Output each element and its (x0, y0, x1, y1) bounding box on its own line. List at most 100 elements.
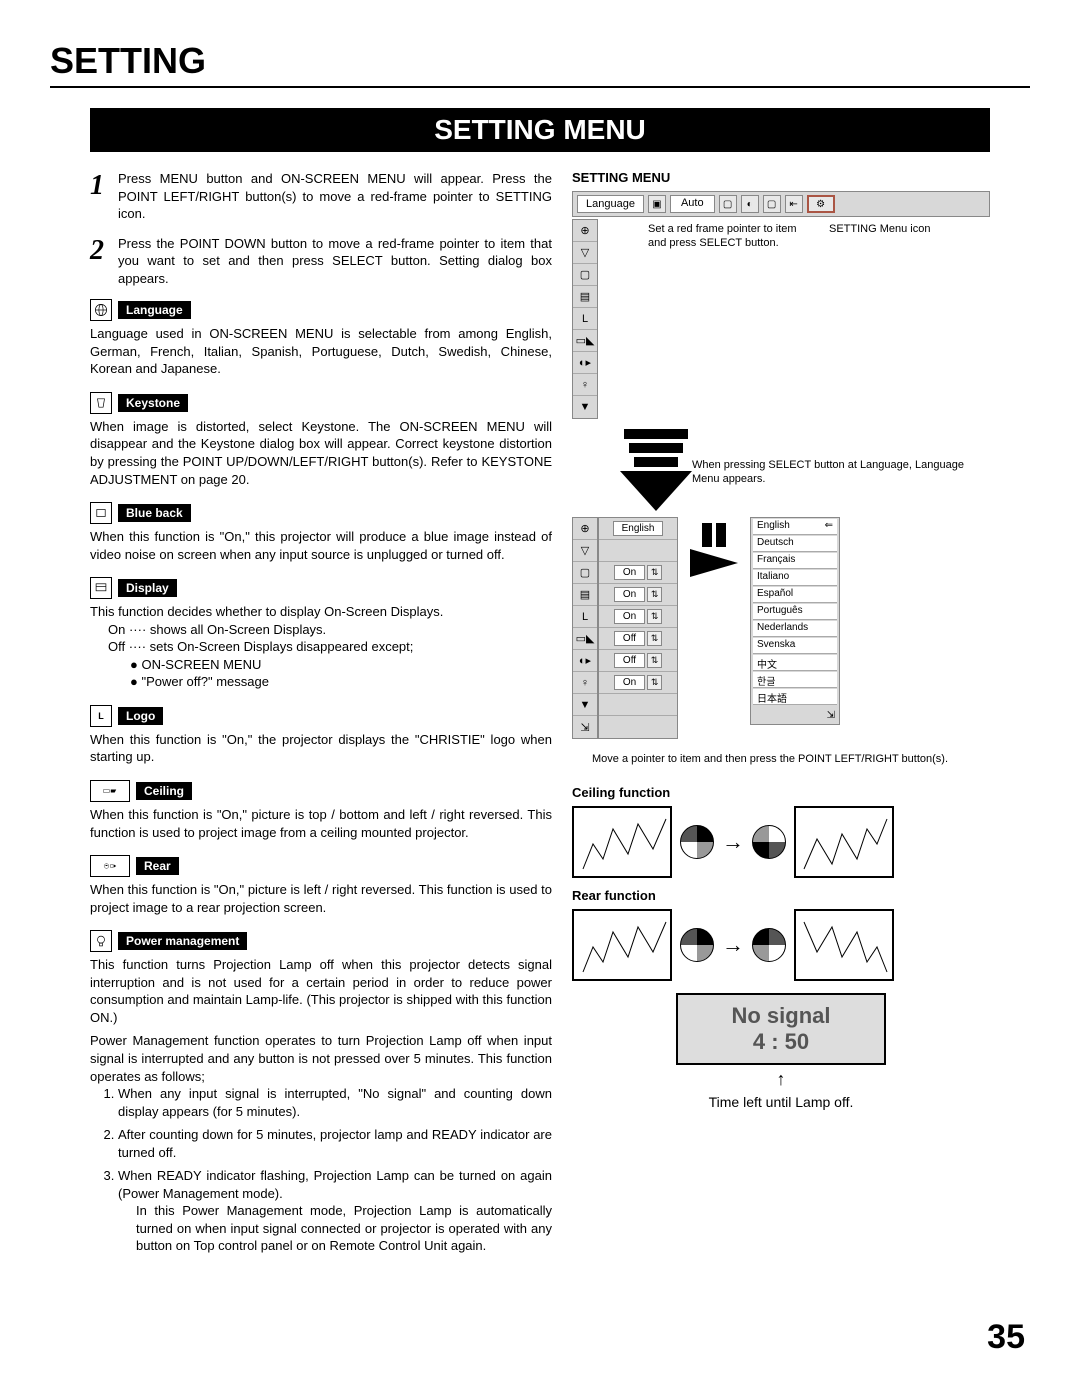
rear-function-row: → (572, 909, 990, 981)
up-arrow-icon: ↑ (572, 1069, 990, 1090)
section-body: When this function is "On," picture is t… (90, 806, 552, 841)
logo-icon: L (90, 705, 112, 727)
opt-on[interactable]: On (614, 565, 645, 580)
right-column: SETTING MENU Language ▣ Auto ▢ ◐ ▢ ⇤ ⚙ ⊕… (572, 170, 990, 1269)
right-title: SETTING MENU (572, 170, 990, 185)
opt-off[interactable]: Off (614, 653, 645, 668)
toggle-icon[interactable]: ⇅ (647, 631, 662, 646)
blueback-icon[interactable]: ▢ (573, 264, 597, 286)
ceiling-icon[interactable]: ▭◣ (573, 330, 597, 352)
display-icon[interactable]: ▤ (573, 584, 597, 606)
menu-icon[interactable]: ⇤ (785, 195, 803, 213)
section-blueback: Blue back When this function is "On," th… (90, 502, 552, 563)
right-arrow-icon (690, 549, 738, 577)
keystone-icon[interactable]: ▽ (573, 540, 597, 562)
section-body: When this function is "On," picture is l… (90, 881, 552, 916)
banner: SETTING MENU (90, 108, 990, 152)
globe-icon[interactable]: ⊕ (573, 518, 597, 540)
section-body: This function decides whether to display… (90, 603, 552, 621)
section-body: When image is distorted, select Keystone… (90, 418, 552, 488)
opt-english[interactable]: English (613, 521, 664, 536)
display-icon[interactable]: ▤ (573, 286, 597, 308)
language-item[interactable]: Français (753, 553, 837, 569)
section-label: Language (118, 301, 191, 319)
section-body: Power Management function operates to tu… (90, 1032, 552, 1085)
list-item: After counting down for 5 minutes, proje… (118, 1126, 552, 1161)
keystone-icon (90, 392, 112, 414)
section-power: Power management This function turns Pro… (90, 930, 552, 1255)
display-on: On ···· shows all On-Screen Displays. (108, 621, 552, 639)
blueback-icon[interactable]: ▢ (573, 562, 597, 584)
language-item[interactable]: Deutsch (753, 536, 837, 552)
menu-icon[interactable]: ▢ (763, 195, 781, 213)
ceiling-icon (90, 780, 130, 802)
logo-icon[interactable]: L (573, 308, 597, 330)
down-icon[interactable]: ▼ (573, 694, 597, 716)
page-title: SETTING (50, 40, 1030, 82)
keystone-icon[interactable]: ▽ (573, 242, 597, 264)
language-item[interactable]: 中文 (753, 655, 837, 671)
section-label: Rear (136, 857, 179, 875)
globe-icon[interactable]: ⊕ (573, 220, 597, 242)
toggle-icon[interactable]: ⇅ (647, 565, 662, 580)
section-body: When this function is "On," this project… (90, 528, 552, 563)
language-item[interactable]: Português (753, 604, 837, 620)
opt-on[interactable]: On (614, 609, 645, 624)
language-item[interactable]: English⇐ (753, 519, 837, 535)
section-ceiling: Ceiling When this function is "On," pict… (90, 780, 552, 841)
pie-icon (680, 825, 714, 859)
step-body: Press MENU button and ON-SCREEN MENU wil… (118, 170, 552, 223)
down-icon[interactable]: ▼ (573, 396, 597, 418)
logo-icon[interactable]: L (573, 606, 597, 628)
opt-off[interactable]: Off (614, 631, 645, 646)
section-label: Keystone (118, 394, 188, 412)
language-item[interactable]: Svenska (753, 638, 837, 654)
ceiling-icon[interactable]: ▭◣ (573, 628, 597, 650)
title-rule (50, 86, 1030, 88)
menu-icon[interactable]: ◐ (741, 195, 759, 213)
power-icon[interactable]: ♀ (573, 672, 597, 694)
rear-icon[interactable]: ◐▸ (573, 352, 597, 374)
arrow-icon: → (722, 932, 744, 958)
section-keystone: Keystone When image is distorted, select… (90, 392, 552, 488)
apply-icon[interactable]: ⇲ (751, 706, 839, 724)
icon-column: ⊕ ▽ ▢ ▤ L ▭◣ ◐▸ ♀ ▼ (572, 219, 598, 419)
rear-icon (90, 855, 130, 877)
menu-icon[interactable]: ▣ (648, 195, 666, 213)
opt-on[interactable]: On (614, 675, 645, 690)
arrow-icon: → (722, 829, 744, 855)
power-icon[interactable]: ♀ (573, 374, 597, 396)
language-item[interactable]: 日本語 (753, 689, 837, 705)
language-item[interactable]: Italiano (753, 570, 837, 586)
toggle-icon[interactable]: ⇅ (647, 675, 662, 690)
menu-icon[interactable]: ▢ (719, 195, 737, 213)
list-item: When READY indicator flashing, Projectio… (118, 1167, 552, 1255)
apply-icon[interactable]: ⇲ (573, 716, 597, 738)
section-label: Blue back (118, 504, 191, 522)
opt-on[interactable]: On (614, 587, 645, 602)
section-body: Language used in ON-SCREEN MENU is selec… (90, 325, 552, 378)
setting-menu-icon[interactable]: ⚙ (807, 195, 835, 213)
panel-row: ⊕ ▽ ▢ ▤ L ▭◣ ◐▸ ♀ ▼ ⇲ English On⇅ On⇅ On… (572, 517, 990, 739)
hint-select: When pressing SELECT button at Language,… (692, 459, 990, 517)
arrow-bars (624, 429, 692, 467)
section-body: This function turns Projection Lamp off … (90, 956, 552, 1026)
func-image (794, 909, 894, 981)
pie-icon (752, 928, 786, 962)
rear-icon[interactable]: ◐▸ (573, 650, 597, 672)
language-item[interactable]: Español (753, 587, 837, 603)
step-number: 1 (90, 170, 118, 223)
pie-icon (752, 825, 786, 859)
toggle-icon[interactable]: ⇅ (647, 653, 662, 668)
power-list: When any input signal is interrupted, "N… (118, 1085, 552, 1255)
toggle-icon[interactable]: ⇅ (647, 609, 662, 624)
display-bullet: ● "Power off?" message (130, 673, 552, 691)
toggle-icon[interactable]: ⇅ (647, 587, 662, 602)
globe-icon (90, 299, 112, 321)
list-item: When any input signal is interrupted, "N… (118, 1085, 552, 1120)
section-label: Ceiling (136, 782, 192, 800)
section-language: Language Language used in ON-SCREEN MENU… (90, 299, 552, 378)
language-item[interactable]: 한글 (753, 672, 837, 688)
no-signal-time: 4 : 50 (700, 1029, 862, 1055)
language-item[interactable]: Nederlands (753, 621, 837, 637)
